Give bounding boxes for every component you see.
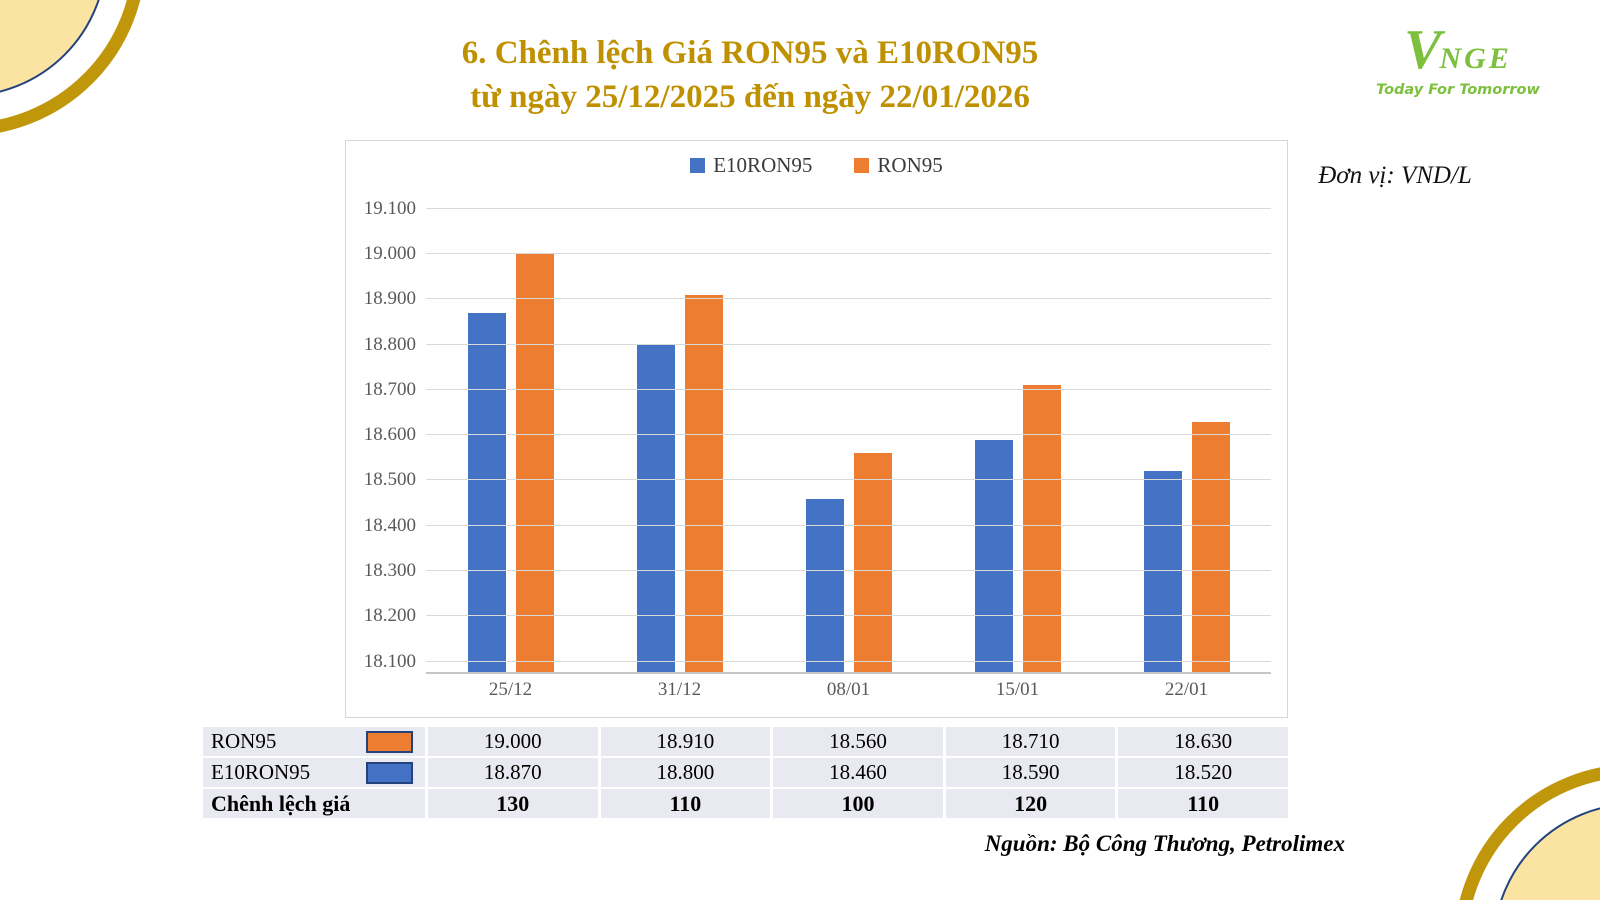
vnge-logo-v: V	[1404, 19, 1441, 81]
slide-title-line1: 6. Chênh lệch Giá RON95 và E10RON95	[461, 35, 1039, 71]
bar-group-22-01	[1102, 186, 1271, 673]
legend-item-e10ron95: E10RON95	[690, 153, 812, 178]
y-tick-label: 19.100	[363, 197, 416, 219]
bar-ron95-15-01	[1022, 385, 1061, 673]
y-tick-label: 18.700	[363, 378, 416, 400]
table-row-swatch	[366, 761, 413, 784]
table-cell: 18.910	[600, 727, 771, 756]
data-table: RON95 19.000 18.910 18.560 18.710 18.630 E10RO…	[203, 727, 1288, 818]
table-cell: 19.000	[428, 727, 598, 756]
table-cell: 18.710	[945, 727, 1116, 756]
table-row-label: E10RON95	[203, 758, 425, 787]
gridline	[426, 388, 1271, 390]
y-tick-label: 18.500	[363, 469, 416, 491]
x-tick-label: 15/01	[995, 679, 1040, 700]
y-tick-label: 18.800	[363, 333, 416, 355]
source-credit: Nguồn: Bộ Công Thương, Petrolimex	[984, 831, 1345, 856]
y-tick-label: 18.100	[363, 650, 416, 672]
table-cell: 18.870	[428, 758, 598, 787]
table-cell: 100	[773, 789, 943, 818]
bar-e10ron95-31-12	[636, 344, 675, 673]
bar-e10ron95-15-01	[974, 439, 1013, 673]
table-cell: 110	[1118, 789, 1288, 818]
y-tick-label: 19.000	[363, 242, 416, 264]
bar-ron95-22-01	[1191, 421, 1230, 673]
slide-title-line2: từ ngày 25/12/2025 đến ngày 22/01/2026	[470, 78, 1030, 115]
table-cell: 18.630	[1118, 727, 1288, 756]
legend-swatch-ron95	[854, 158, 870, 173]
table-row-label-text: E10RON95	[211, 760, 311, 784]
y-tick-label: 18.200	[363, 605, 416, 627]
x-tick-label: 22/01	[1164, 679, 1209, 700]
vnge-logo-tagline: Today For Tomorrow	[1376, 82, 1540, 98]
chart-legend: E10RON95 RON95	[346, 153, 1287, 178]
slide-title: 6. Chênh lệch Giá RON95 và E10RON95 từ n…	[250, 32, 1250, 119]
bar-group-25-12	[426, 186, 595, 673]
x-tick-label: 08/01	[826, 679, 871, 700]
bar-group-08-01	[764, 186, 933, 673]
vnge-logo-nge: NGE	[1439, 42, 1512, 75]
bar-ron95-25-12	[515, 253, 554, 673]
x-tick-label: 25/12	[488, 679, 533, 700]
y-tick-label: 18.400	[363, 514, 416, 536]
bar-group-31-12	[595, 186, 764, 673]
table-cell: 130	[428, 789, 598, 818]
bar-e10ron95-25-12	[467, 312, 506, 673]
gridline	[426, 615, 1271, 617]
unit-label: Đơn vị: VND/L	[1318, 162, 1472, 189]
bar-chart: E10RON95 RON95 19.100 19.000 18.900 18.800 18…	[345, 140, 1288, 718]
bar-ron95-31-12	[684, 294, 723, 673]
x-axis-tick-labels: 25/12 31/12 08/01 15/01 22/01	[426, 679, 1271, 701]
legend-item-ron95: RON95	[854, 153, 943, 178]
y-axis-tick-labels: 19.100 19.000 18.900 18.800 18.700 18.600 18.5…	[346, 186, 416, 673]
y-tick-label: 18.600	[363, 424, 416, 446]
x-tick-label: 31/12	[657, 679, 702, 700]
gridline	[426, 343, 1271, 345]
table-row-label-text: Chênh lệch giá	[211, 790, 351, 816]
table-cell: 18.590	[945, 758, 1116, 787]
x-axis-baseline	[426, 672, 1271, 674]
table-cell: 18.460	[773, 758, 943, 787]
bar-groups	[426, 186, 1271, 673]
gridline	[426, 660, 1271, 662]
table-cell: 120	[945, 789, 1116, 818]
gridline	[426, 479, 1271, 481]
table-cell: 18.560	[773, 727, 943, 756]
bar-group-15-01	[933, 186, 1102, 673]
vnge-logo: VNGE Today For Tomorrow	[1368, 22, 1548, 98]
table-row-swatch	[366, 730, 413, 753]
table-row-label: RON95	[203, 727, 425, 756]
bar-e10ron95-22-01	[1143, 471, 1182, 673]
legend-swatch-e10ron95	[690, 158, 706, 173]
gridline	[426, 434, 1271, 436]
gridline	[426, 207, 1271, 209]
bar-ron95-08-01	[853, 453, 892, 673]
table-cell: 110	[600, 789, 771, 818]
table-cell: 18.800	[600, 758, 771, 787]
plot-area	[426, 186, 1271, 674]
y-tick-label: 18.900	[363, 288, 416, 310]
legend-label: RON95	[877, 153, 943, 177]
bar-e10ron95-08-01	[805, 498, 844, 673]
vnge-logo-wordmark: VNGE	[1368, 22, 1548, 78]
gridline	[426, 298, 1271, 300]
legend-label: E10RON95	[713, 153, 813, 177]
y-tick-label: 18.300	[363, 560, 416, 582]
table-row-label-text: RON95	[211, 729, 277, 753]
table-row-label: Chênh lệch giá	[203, 789, 425, 818]
gridline	[426, 570, 1271, 572]
table-cell: 18.520	[1118, 758, 1288, 787]
gridline	[426, 524, 1271, 526]
gridline	[426, 252, 1271, 254]
